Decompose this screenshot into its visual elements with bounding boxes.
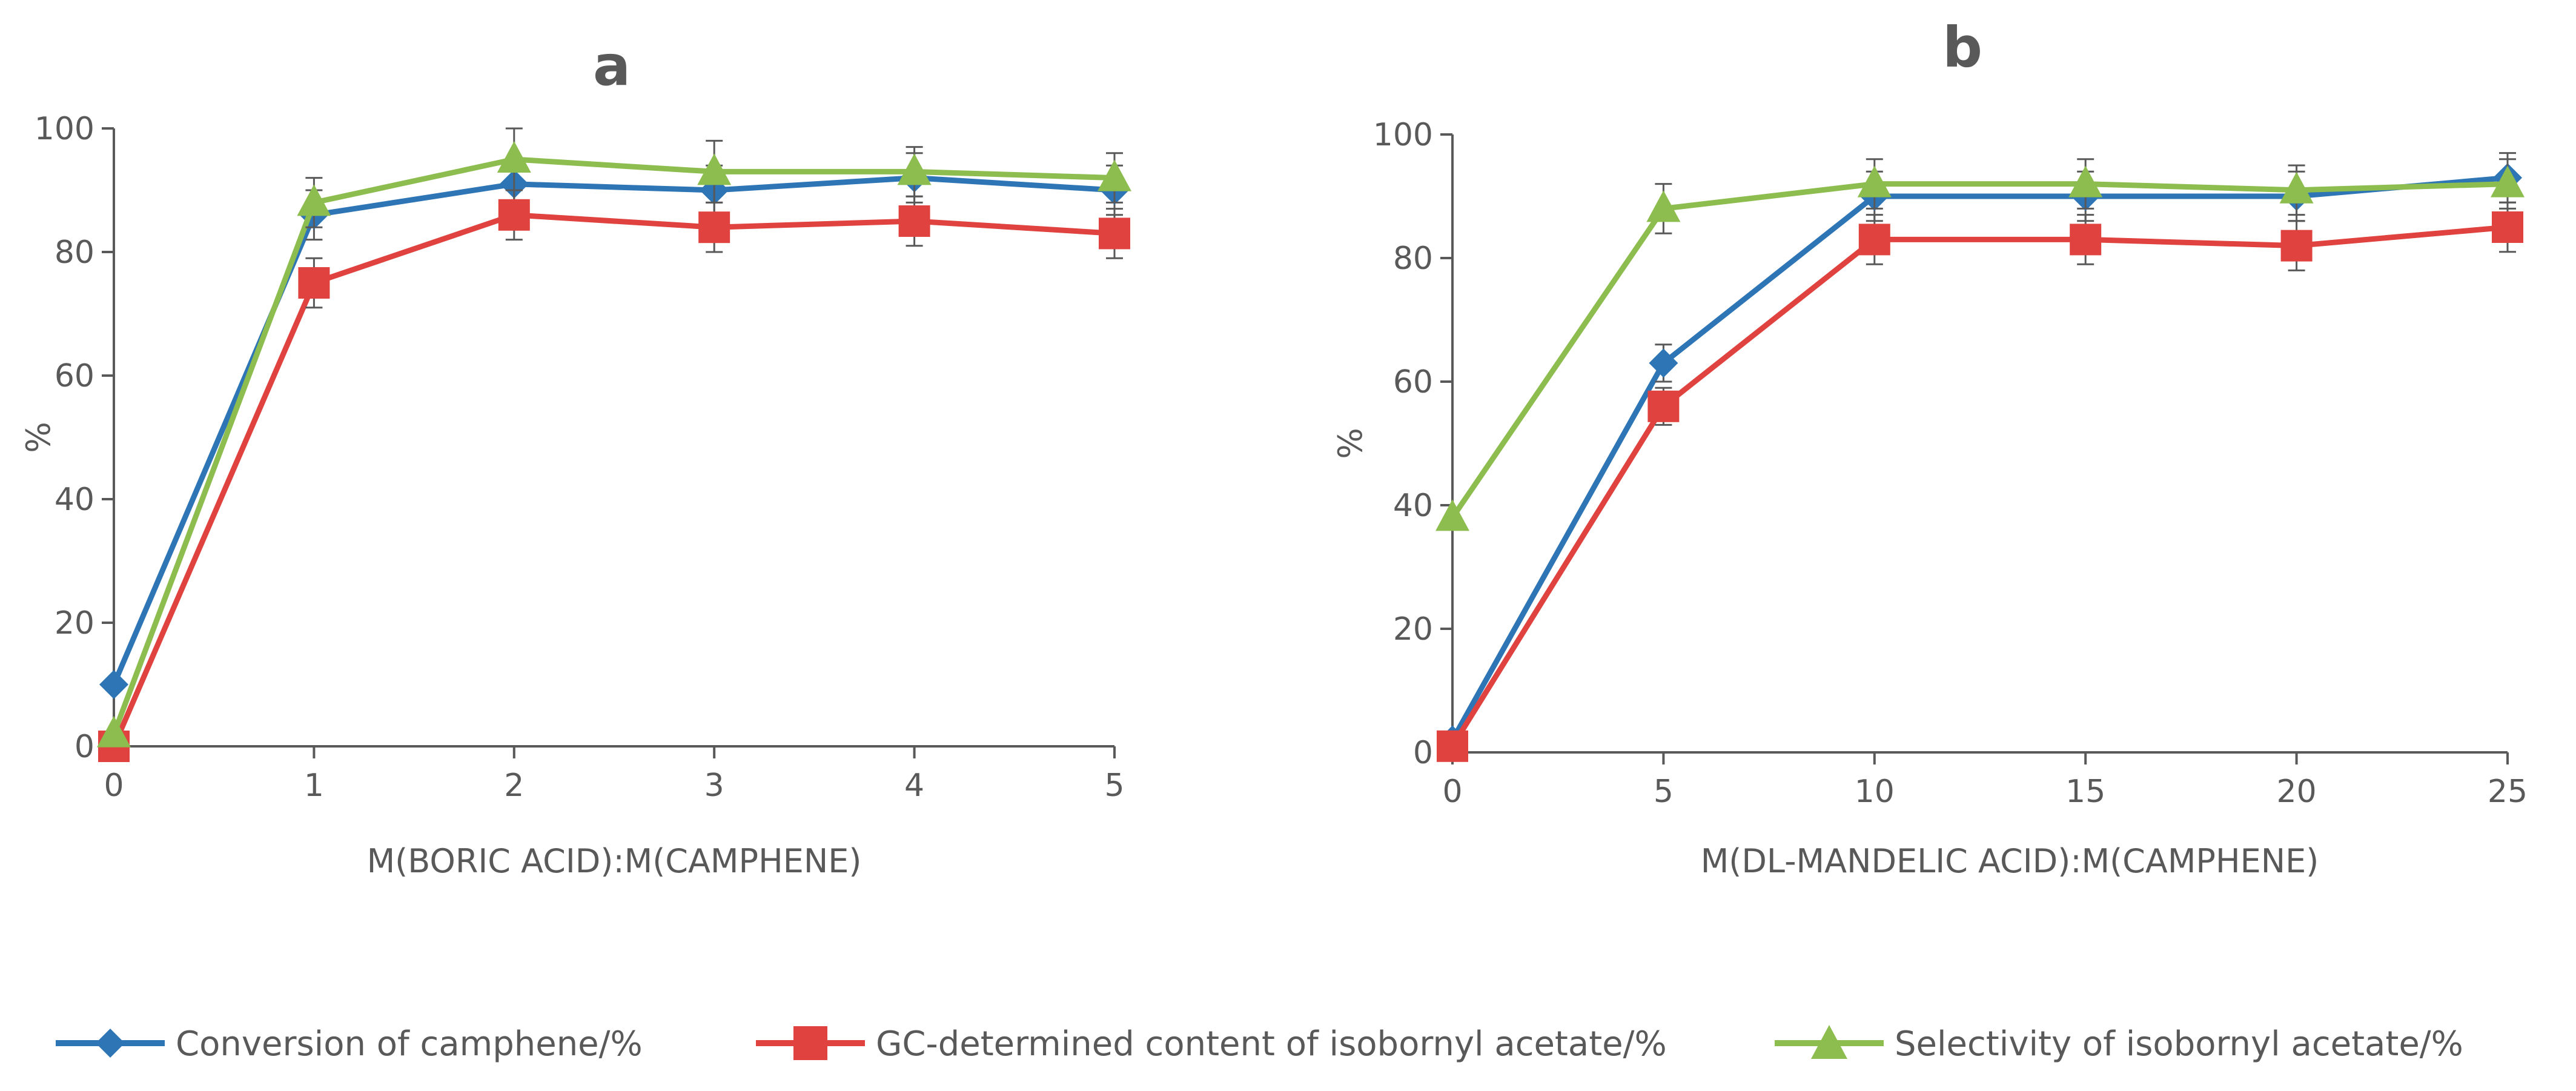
- panel-b-y-ticks: 0 20 40 60 80 100: [1373, 117, 1452, 771]
- data-point-square: [1437, 730, 1468, 762]
- data-point-triangle: [97, 715, 131, 748]
- data-point-triangle: [297, 184, 331, 216]
- panel-a-series: [97, 127, 1131, 762]
- series-line: [111, 175, 1115, 686]
- legend-item-conversion: Conversion of camphene/%: [56, 1024, 643, 1064]
- panel-a-series-1: [98, 189, 1130, 762]
- panel-b-xtick-label: 20: [2277, 774, 2317, 810]
- panel-b-ytick-label: 80: [1393, 240, 1433, 277]
- panel-b-xtick-label: 10: [1855, 774, 1895, 810]
- data-point-triangle: [2068, 165, 2103, 197]
- legend: Conversion of camphene/% GC-determined c…: [56, 1024, 2463, 1064]
- panel-b-ytick-label: 40: [1393, 488, 1433, 524]
- panel-a-ytick-label: 40: [55, 482, 94, 518]
- panel-a: a 0 20 40 60 80 100 0 1 2 3 4 5 M(BORIC ACID):M(CA…: [19, 33, 1131, 880]
- panel-a-y-ticks: 0 20 40 60 80 100: [35, 111, 114, 765]
- panel-a-xtick-label: 0: [104, 768, 124, 804]
- data-point-diamond: [1649, 348, 1678, 378]
- panel-b-xtick-label: 25: [2488, 774, 2528, 810]
- panel-b-ytick-label: 100: [1373, 117, 1433, 153]
- panel-a-ytick-label: 60: [55, 358, 94, 394]
- triangle-marker-icon: [1811, 1025, 1847, 1059]
- panel-b-xtick-label: 0: [1442, 774, 1462, 810]
- legend-item-selectivity: Selectivity of isobornyl acetate/%: [1775, 1024, 2463, 1064]
- panel-a-ytick-label: 80: [55, 234, 94, 271]
- data-point-diamond: [99, 670, 128, 699]
- data-point-square: [698, 211, 730, 244]
- panel-b-title: b: [1942, 15, 1982, 80]
- panel-a-x-ticks: 0 1 2 3 4 5: [104, 746, 1125, 804]
- legend-label-selectivity: Selectivity of isobornyl acetate/%: [1895, 1024, 2463, 1064]
- data-point-triangle: [1098, 159, 1131, 191]
- panel-a-title: a: [593, 33, 631, 98]
- panel-a-x-label: M(BORIC ACID):M(CAMPHENE): [367, 842, 862, 880]
- panel-a-xtick-label: 1: [304, 768, 324, 804]
- data-point-square: [498, 199, 530, 231]
- panel-a-ytick-label: 20: [55, 605, 94, 642]
- data-point-square: [2280, 230, 2313, 262]
- panel-a-ytick-label: 0: [74, 729, 94, 765]
- panel-b-x-ticks: 0 5 10 15 20 25: [1442, 752, 2528, 810]
- panel-a-ytick-label: 100: [35, 111, 94, 147]
- panel-b-ytick-label: 0: [1413, 735, 1433, 771]
- panel-b-xtick-label: 5: [1654, 774, 1674, 810]
- data-point-triangle: [1435, 499, 1469, 531]
- series-line: [1450, 174, 2508, 741]
- panel-a-xtick-label: 4: [904, 768, 924, 804]
- panel-a-y-label: %: [19, 422, 58, 453]
- data-point-triangle: [1646, 190, 1681, 222]
- data-point-square: [1647, 390, 1680, 422]
- panel-b-series-2: [1435, 158, 2525, 531]
- legend-label-conversion: Conversion of camphene/%: [176, 1024, 643, 1064]
- panel-a-xtick-label: 5: [1104, 768, 1124, 804]
- square-marker-icon: [793, 1026, 827, 1060]
- panel-b-series: [1435, 152, 2525, 762]
- data-point-square: [898, 205, 930, 237]
- series-line: [111, 156, 1115, 735]
- data-point-triangle: [2491, 165, 2525, 197]
- diamond-marker-icon: [96, 1029, 125, 1058]
- panel-b-series-0: [1438, 152, 2522, 755]
- panel-b-ytick-label: 60: [1393, 364, 1433, 400]
- legend-item-gc-content: GC-determined content of isobornyl aceta…: [756, 1024, 1667, 1064]
- data-point-triangle: [697, 153, 732, 185]
- panel-b-xtick-label: 15: [2065, 774, 2105, 810]
- data-point-square: [2070, 224, 2102, 256]
- data-point-square: [298, 267, 330, 299]
- data-point-square: [1858, 224, 1890, 256]
- legend-label-gc-content: GC-determined content of isobornyl aceta…: [876, 1024, 1667, 1064]
- panel-b: b 0 20 40 60 80 100 0 5 10 15 20 25 M(DL-MANDELIC …: [1331, 15, 2528, 880]
- data-point-triangle: [897, 153, 932, 185]
- panel-a-xtick-label: 3: [704, 768, 724, 804]
- data-point-triangle: [1857, 165, 1892, 197]
- data-point-triangle: [497, 141, 531, 173]
- series-line: [1450, 224, 2508, 748]
- panel-b-ytick-label: 20: [1393, 611, 1433, 648]
- panel-a-series-2: [97, 127, 1131, 748]
- panel-b-y-label: %: [1331, 428, 1369, 459]
- data-point-triangle: [2279, 171, 2314, 204]
- panel-b-series-1: [1437, 201, 2523, 762]
- data-point-square: [1099, 217, 1130, 250]
- series-line: [1450, 181, 2508, 519]
- series-line: [111, 212, 1115, 748]
- data-point-square: [2492, 211, 2523, 243]
- panel-b-x-label: M(DL-MANDELIC ACID):M(CAMPHENE): [1701, 842, 2319, 880]
- panel-a-xtick-label: 2: [504, 768, 524, 804]
